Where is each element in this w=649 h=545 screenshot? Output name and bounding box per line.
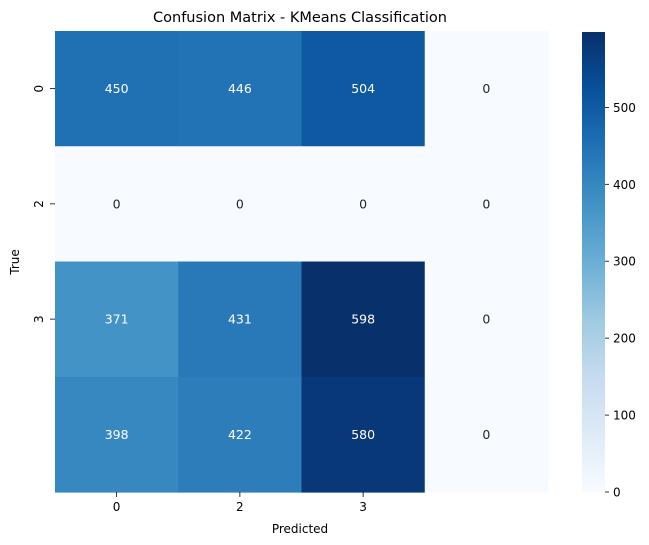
heatmap-cell <box>424 261 549 378</box>
colorbar-tick-label: 200 <box>613 332 636 346</box>
cell-value-label: 450 <box>105 81 129 96</box>
colorbar-ticks: 0 100 200 300 400 500 <box>605 101 636 500</box>
colorbar-tick-label: 400 <box>613 178 636 192</box>
heatmap-cell <box>178 376 303 493</box>
y-axis-ticks: 0 2 3 <box>32 85 55 323</box>
heatmap-cell <box>55 31 179 147</box>
cell-value-label: 598 <box>351 312 375 327</box>
y-tick-label: 3 <box>32 315 46 323</box>
colorbar-tick-label: 300 <box>613 255 636 269</box>
x-axis-ticks: 0 2 3 <box>113 492 367 514</box>
cell-value-label: 0 <box>482 81 490 96</box>
cell-value-label: 446 <box>228 81 252 96</box>
heatmap-cell <box>55 146 179 263</box>
cell-value-label: 431 <box>228 312 252 327</box>
heatmap-cell <box>301 31 426 147</box>
cell-value-label: 0 <box>482 196 490 211</box>
heatmap-cell <box>178 31 303 147</box>
heatmap-cell <box>178 146 303 263</box>
heatmap-cell <box>424 146 549 263</box>
colorbar: 0 100 200 300 400 500 <box>582 32 636 500</box>
cell-value-label: 0 <box>236 196 244 211</box>
heatmap-cell <box>55 376 179 493</box>
cell-value-label: 371 <box>105 312 129 327</box>
colorbar-gradient <box>582 32 605 492</box>
heatmap-cell <box>301 261 426 378</box>
heatmap-annotations: 450 446 504 0 0 0 0 0 371 431 598 0 398 422 580 0 <box>105 81 491 442</box>
x-tick-label: 3 <box>359 500 367 514</box>
cell-value-label: 422 <box>228 427 252 442</box>
heatmap-cells <box>55 31 549 493</box>
cell-value-label: 0 <box>482 427 490 442</box>
colorbar-tick-label: 0 <box>613 486 621 500</box>
chart-title: Confusion Matrix - KMeans Classification <box>153 10 447 26</box>
x-tick-label: 0 <box>113 500 121 514</box>
heatmap-cell <box>301 376 426 493</box>
cell-value-label: 504 <box>351 81 375 96</box>
y-tick-label: 2 <box>32 200 46 208</box>
cell-value-label: 0 <box>482 312 490 327</box>
cell-value-label: 0 <box>113 196 121 211</box>
heatmap-cell <box>424 31 549 147</box>
x-tick-label: 2 <box>236 500 244 514</box>
x-axis-label: Predicted <box>272 522 328 536</box>
heatmap-cell <box>424 376 549 493</box>
colorbar-tick-label: 500 <box>613 101 636 115</box>
cell-value-label: 398 <box>105 427 129 442</box>
cell-value-label: 0 <box>359 196 367 211</box>
heatmap-cell <box>178 261 303 378</box>
heatmap-cell <box>55 261 179 378</box>
y-tick-label: 0 <box>32 85 46 93</box>
heatmap-cell <box>301 146 426 263</box>
colorbar-tick-label: 100 <box>613 409 636 423</box>
y-axis-label: True <box>8 249 22 276</box>
cell-value-label: 580 <box>351 427 375 442</box>
